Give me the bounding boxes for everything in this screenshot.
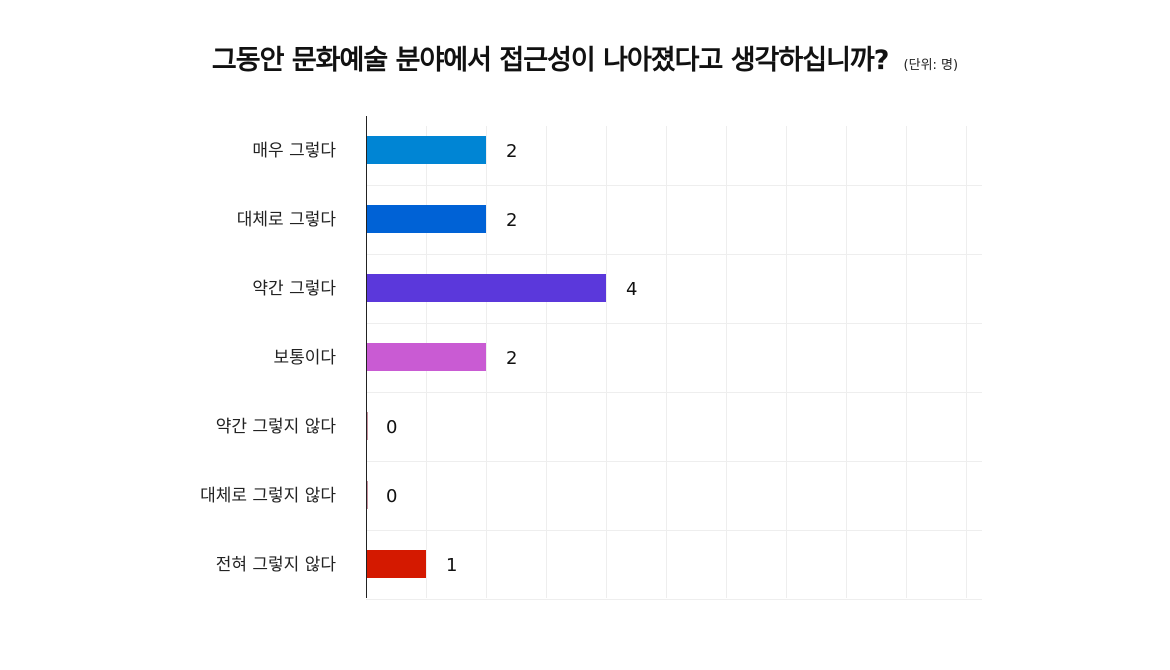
category-label: 전혀 그렇지 않다 <box>216 555 337 575</box>
value-label: 2 <box>506 141 517 162</box>
chart-title: 그동안 문화예술 분야에서 접근성이 나아졌다고 생각하십니까? <box>211 45 890 76</box>
value-label: 0 <box>386 486 397 507</box>
value-label: 2 <box>506 210 517 231</box>
bars: 매우 그렇다 2 대체로 그렇다 2 약간 그렇다 4 보통이다 2 약간 그렇지 않다 0 대체로… <box>200 136 637 578</box>
category-label: 대체로 그렇다 <box>237 210 337 230</box>
chart-header: 그동안 문화예술 분야에서 접근성이 나아졌다고 생각하십니까? (단위: 명) <box>0 38 1170 77</box>
bar <box>366 136 486 164</box>
value-label: 2 <box>506 348 517 369</box>
bar <box>366 274 606 302</box>
value-label: 1 <box>446 555 457 576</box>
category-label: 약간 그렇다 <box>252 279 336 299</box>
chart-unit: (단위: 명) <box>903 58 959 73</box>
value-label: 4 <box>626 279 637 300</box>
bar <box>366 343 486 371</box>
category-label: 약간 그렇지 않다 <box>216 417 337 437</box>
category-label: 대체로 그렇지 않다 <box>200 486 336 506</box>
bar <box>366 550 426 578</box>
category-label: 보통이다 <box>273 348 336 368</box>
category-label: 매우 그렇다 <box>252 141 336 161</box>
bar <box>366 205 486 233</box>
value-label: 0 <box>386 417 397 438</box>
